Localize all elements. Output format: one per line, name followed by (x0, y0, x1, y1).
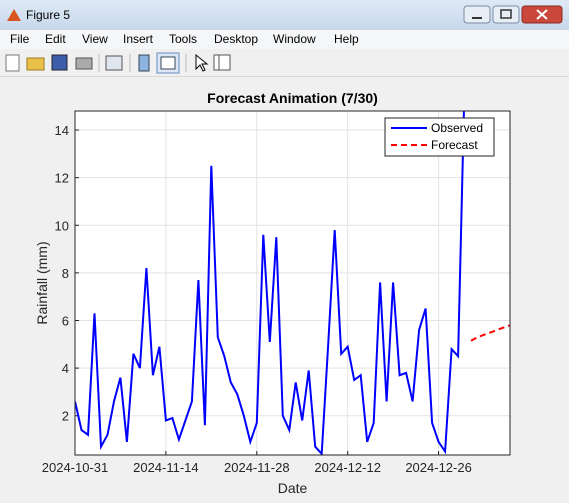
y-tick-label: 14 (55, 123, 69, 138)
menu-item[interactable]: File (10, 32, 30, 46)
series-group (75, 111, 510, 455)
legend-label: Observed (431, 121, 483, 135)
y-tick-label: 4 (62, 361, 69, 376)
x-tick-label: 2024-12-12 (314, 460, 381, 475)
x-tick-label: 2024-12-26 (405, 460, 472, 475)
axes-box (74, 110, 511, 456)
toolbar-icons[interactable] (0, 50, 240, 76)
y-tick-label: 12 (55, 171, 69, 186)
y-tick-label: 10 (55, 218, 69, 233)
data-line (75, 111, 465, 455)
x-tick-label: 2024-10-31 (42, 460, 109, 475)
toolbar (0, 50, 569, 77)
legend-box (384, 117, 495, 157)
menu-item[interactable]: View (82, 32, 108, 46)
window-title: Figure 5 (26, 8, 71, 22)
menu-item[interactable]: Help (334, 32, 359, 46)
x-tick-label: 2024-11-28 (224, 460, 290, 475)
x-axis-label: Date (278, 480, 308, 496)
y-tick-label: 8 (62, 266, 69, 281)
legend-label: Forecast (431, 138, 478, 152)
window-buttons[interactable] (463, 5, 563, 25)
menu-item[interactable]: Desktop (214, 32, 259, 46)
menu-bar: File Edit View Insert Tools Desktop Window Help (0, 30, 569, 49)
menu-item[interactable]: Window (273, 32, 316, 46)
chart-title: Forecast Animation (7/30) (207, 90, 378, 106)
y-tick-label: 2 (62, 409, 69, 424)
y-axis-label: Rainfall (mm) (34, 241, 50, 324)
data-line (470, 324, 510, 342)
x-tick-label: 2024-11-14 (133, 460, 199, 475)
app-icon (7, 9, 21, 21)
title-bar: Figure 5 (0, 0, 569, 30)
menu-item[interactable]: Edit (45, 32, 66, 46)
plot-area: 2 4 6 8 10 12 14 2024-10-31 2024-11-14 2024-11-28… (34, 90, 511, 496)
menu-item[interactable]: Tools (169, 32, 198, 46)
y-tick-label: 6 (62, 313, 69, 328)
menu-item[interactable]: Insert (123, 32, 154, 46)
